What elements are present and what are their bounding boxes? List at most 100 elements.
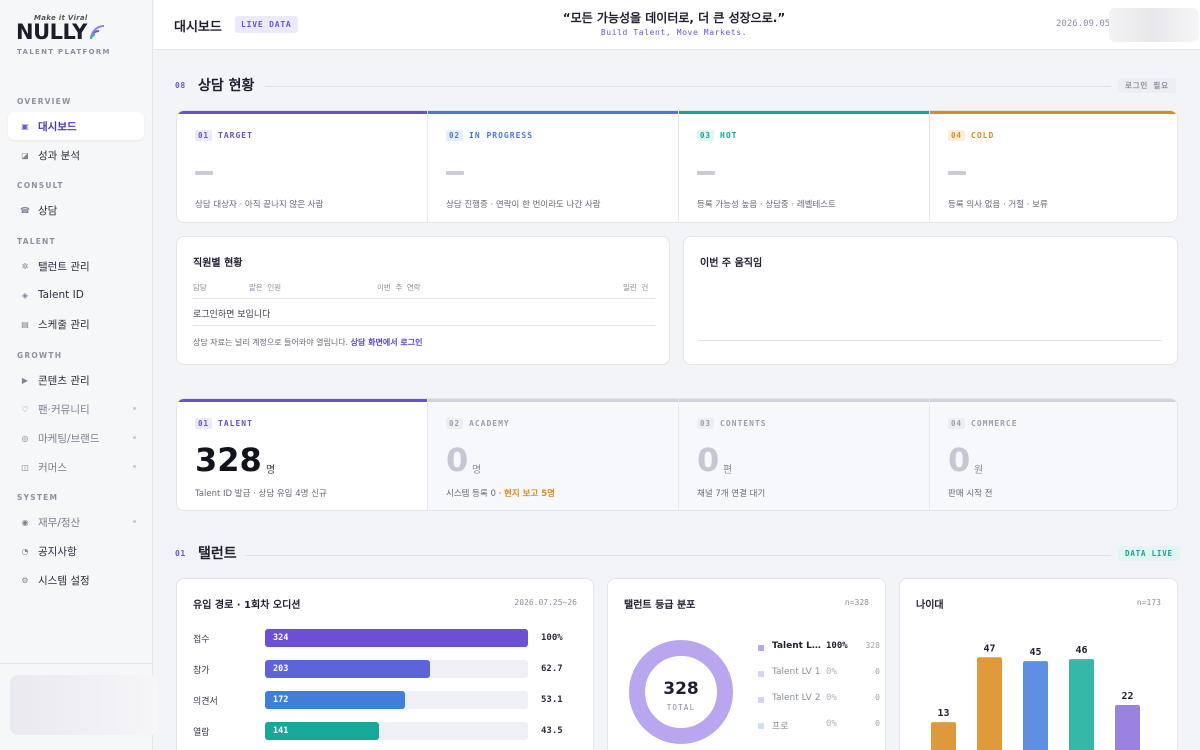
funnel-row: 참가 203 62.7: [193, 660, 579, 678]
legend-swatch: [758, 645, 764, 651]
header-quote-sub: Build Talent, Move Markets.: [600, 28, 748, 37]
legend-name: Talent LV 1: [772, 667, 821, 677]
sidebar: Make it Viral NULLY TALENT PLATFORM OVER…: [0, 0, 158, 750]
section-title-talent: 탤런트: [198, 546, 237, 562]
funnel-bar[interactable]: 172: [265, 691, 405, 709]
quadrant-desc: 상담 대상자 · 아직 끝나지 않은 사람: [195, 200, 324, 210]
column-header: 담당: [193, 283, 207, 292]
age-bar-label: 13: [937, 708, 949, 719]
sidebar-item-label: 대시보드: [38, 120, 77, 133]
login-note: 상담 자료는 널리 계정으로 들어와야 열립니다. 상담 화면에서 로그인: [193, 337, 422, 348]
legend-count: 0: [875, 719, 880, 728]
sidebar-item-talent-id[interactable]: ◈ Talent ID: [8, 281, 144, 309]
sidebar-item-schedule[interactable]: ▤ 스케줄 관리: [8, 310, 144, 338]
funnel-bar[interactable]: 203: [265, 660, 430, 678]
cart-icon: ◫: [21, 462, 29, 472]
sidebar-item-fan-community[interactable]: ♡ 팬·커뮤니티: [8, 395, 144, 423]
sidebar-item-dashboard[interactable]: ▣ 대시보드: [8, 112, 144, 140]
funnel-track: 141: [265, 722, 528, 740]
age-bar[interactable]: [931, 722, 956, 750]
funnel-bar[interactable]: 141: [265, 722, 380, 740]
stat-academy[interactable]: 02 ACADEMY 0 명 시스템 등록 0 · 현지 보고 5명: [428, 399, 678, 510]
brand-tagline: Make it Viral: [34, 14, 88, 22]
card-title: 나이대: [916, 600, 944, 611]
user-profile-blurred[interactable]: [10, 675, 158, 735]
phone-icon: ☎: [20, 205, 30, 215]
stat-talent[interactable]: 01 TALENT 328 명 Talent ID 발급 · 상담 유입 4명 신…: [177, 399, 427, 510]
stat-number: 04: [948, 418, 966, 429]
section-title-consult: 상담 현황: [198, 78, 255, 94]
age-bar[interactable]: [1069, 659, 1094, 750]
legend-percent: 0%: [826, 667, 837, 677]
coin-icon: ◉: [21, 517, 29, 527]
sidebar-item-contents[interactable]: ▶ 콘텐츠 관리: [8, 366, 144, 394]
age-bar-label: 46: [1075, 645, 1087, 656]
brand-subtitle: TALENT PLATFORM: [17, 48, 111, 56]
stat-value: 0: [948, 441, 971, 479]
stat-contents[interactable]: 03 CONTENTS 0 편 채널 7개 연결 대기: [679, 399, 929, 510]
column-header: 이번 주 연락: [377, 283, 421, 292]
sidebar-item-analytics[interactable]: ◪ 성과 분석: [8, 141, 144, 169]
sidebar-item-finance[interactable]: ◉ 재무/정산: [8, 508, 144, 536]
legend-count: 0: [875, 693, 880, 702]
quadrant-in-progress[interactable]: 02 IN PROGRESS 상담 진행중 · 연락이 한 번이라도 나간 사람: [428, 111, 678, 222]
empty-value-dash: [697, 171, 715, 175]
sidebar-item-notice[interactable]: ◔ 공지사항: [8, 537, 144, 565]
sidebar-item-marketing[interactable]: ◎ 마케팅/브랜드: [8, 424, 144, 452]
sidebar-item-label: 커머스: [38, 461, 67, 474]
note-text: 상담 자료는 널리 계정으로 들어와야 열립니다.: [193, 338, 349, 347]
quadrant-hot[interactable]: 03 HOT 등록 가능성 높음 · 상담중 · 레벨테스트: [679, 111, 929, 222]
login-required-pill[interactable]: 로그인 필요: [1118, 78, 1176, 93]
consult-quadrant-card: 01 TARGET 상담 대상자 · 아직 끝나지 않은 사람 02 IN PROG…: [176, 110, 1178, 223]
sidebar-item-label: 콘텐츠 관리: [38, 374, 90, 387]
age-bar-label: 22: [1121, 691, 1133, 702]
sidebar-item-label: 탤런트 관리: [38, 260, 90, 273]
chart-icon: ◪: [21, 150, 29, 160]
age-bar[interactable]: [1023, 661, 1048, 750]
inflow-funnel-card: 유입 경로 · 1회차 오디션 2026.07.25~26 접수 324 100% 참…: [176, 578, 594, 750]
quadrant-label: IN PROGRESS: [469, 131, 534, 140]
sidebar-item-consult[interactable]: ☎ 상담: [8, 196, 144, 224]
stat-label: CONTENTS: [720, 419, 767, 428]
quadrant-desc: 등록 가능성 높음 · 상담중 · 레벨테스트: [697, 200, 836, 210]
quadrant-cold[interactable]: 04 COLD 등록 의사 없음 · 거절 · 보류: [930, 111, 1177, 222]
lock-dot-icon: [133, 436, 136, 439]
quadrant-target[interactable]: 01 TARGET 상담 대상자 · 아직 끝나지 않은 사람: [177, 111, 427, 222]
sidebar-item-commerce[interactable]: ◫ 커머스: [8, 453, 144, 481]
brand-logo[interactable]: Make it Viral NULLY: [16, 14, 126, 43]
age-bar[interactable]: [977, 657, 1002, 750]
quadrant-number: 04: [948, 130, 966, 141]
column-header: 맡은 인원: [249, 283, 282, 292]
section-divider: [245, 555, 1111, 556]
funnel-bar[interactable]: 324: [265, 629, 528, 647]
lock-dot-icon: [133, 465, 136, 468]
play-icon: ▶: [21, 375, 29, 385]
donut-slice[interactable]: [629, 640, 733, 744]
page-title: 대시보드: [174, 20, 222, 35]
funnel-date: 2026.07.25~26: [514, 598, 577, 607]
quadrant-desc: 상담 진행중 · 연락이 한 번이라도 나간 사람: [446, 200, 601, 210]
stat-desc-highlight: 현지 보고 5명: [504, 489, 555, 499]
empty-value-dash: [195, 171, 213, 175]
card-title: 탤런트 등급 분포: [624, 600, 696, 611]
sidebar-item-settings[interactable]: ⚙ 시스템 설정: [8, 566, 144, 594]
funnel-percent: 43.5: [541, 726, 563, 736]
funnel-track: 324: [265, 629, 528, 647]
diamond-icon: ◈: [21, 290, 29, 300]
sidebar-item-label: 상담: [38, 204, 58, 217]
section-talent: TALENT: [17, 237, 56, 246]
grade-donut-chart: 328 TOTAL: [629, 640, 733, 744]
chart-baseline: [698, 340, 1162, 341]
consult-login-link[interactable]: 상담 화면에서 로그인: [350, 338, 423, 347]
stat-desc: 시스템 등록 0 · 현지 보고 5명: [446, 487, 555, 499]
funnel-percent: 100%: [541, 633, 563, 643]
divider: [929, 111, 930, 222]
stat-unit: 명: [266, 465, 276, 476]
funnel-track: 203: [265, 660, 528, 678]
section-overview: OVERVIEW: [17, 97, 72, 106]
header-user-blurred[interactable]: [1109, 8, 1199, 42]
stat-commerce[interactable]: 04 COMMERCE 0 원 판매 시작 전: [930, 399, 1177, 510]
sidebar-item-talent-manage[interactable]: ✲ 탤런트 관리: [8, 252, 144, 280]
age-bar[interactable]: [1115, 705, 1140, 750]
card-title: 유입 경로 · 1회차 오디션: [193, 600, 301, 611]
